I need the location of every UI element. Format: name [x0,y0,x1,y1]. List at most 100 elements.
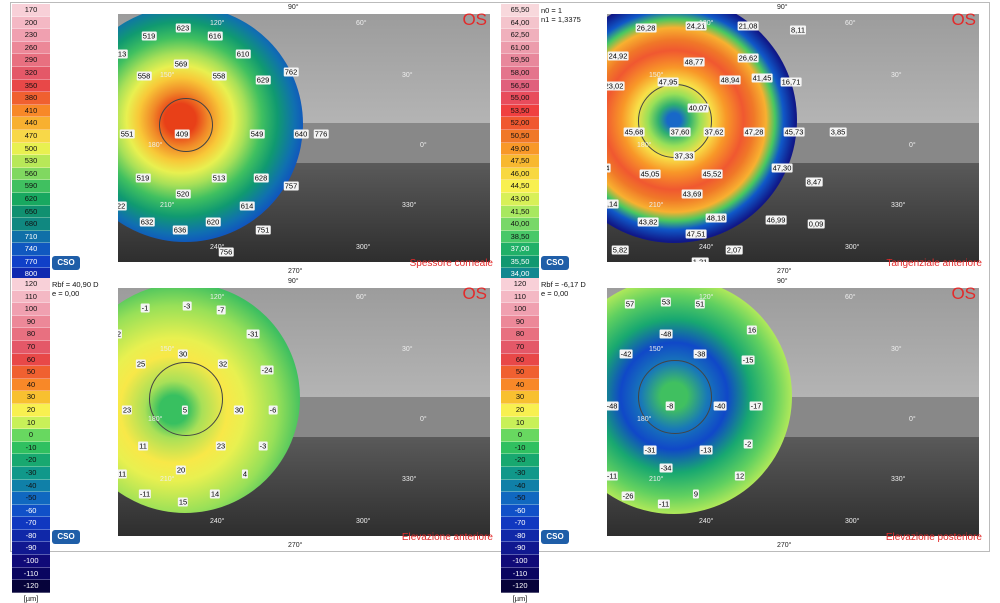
fit-parameter: e = 0,00 [541,289,586,298]
angle-label-top: 90° [777,278,788,285]
angle-label-a330: 330° [402,202,416,209]
scale-step: -20 [501,454,539,467]
pupil-outline [149,362,223,436]
angle-label-a0: 0° [420,416,427,423]
scale-step: 200 [12,17,50,30]
map-value: 20 [176,466,186,475]
map-value: 40,07 [688,104,709,113]
map-value: 57 [625,300,635,309]
scale-step: 650 [12,206,50,219]
map-value: -3 [183,302,192,311]
scale-step: 740 [12,243,50,256]
scale-step: -60 [501,505,539,518]
scale-step: 50 [501,366,539,379]
map-value: 519 [142,32,157,41]
scale-step: 62,50 [501,29,539,42]
map-value: 38,14 [607,200,618,209]
scale-step: 0 [501,429,539,442]
scale-step: 560 [12,168,50,181]
scale-step: -60 [12,505,50,518]
angle-label-top: 90° [288,4,299,11]
map-value: 629 [256,76,271,85]
scale-step: 440 [12,117,50,130]
scale-step: 500 [12,143,50,156]
angle-label-a150: 150° [160,72,174,79]
map-value: 14 [210,490,220,499]
map-value: 622 [118,202,126,211]
scale-step: 38,50 [501,231,539,244]
angle-label-a240: 240° [699,244,713,251]
scale-step: -70 [501,517,539,530]
scale-step: 590 [12,180,50,193]
map-value: 46,99 [766,216,787,225]
fit-parameter: e = 0,00 [52,289,99,298]
eye-image: -1-3-72-31302532-2-24-1023530-6-91123-32… [118,288,490,536]
scale-step: -90 [12,542,50,555]
map-value: 2 [118,330,122,339]
map-value: 47,28 [744,128,765,137]
scale-step: 49,00 [501,143,539,156]
scale-step: 90 [12,316,50,329]
map-value: 32 [218,360,228,369]
map-value: 26,62 [738,54,759,63]
map-value: 43,82 [638,218,659,227]
scale-step: 260 [12,42,50,55]
angle-label-a150: 150° [649,72,663,79]
scale-step: 0 [12,429,50,442]
map-value: -2 [744,440,753,449]
map-value: 37,33 [674,152,695,161]
eye-image: 57535164-4816-42-3837-152-48-8-40-17-7-3… [607,288,979,536]
angle-label-a30: 30° [891,346,902,353]
fit-parameter: Rbf = -6,17 D [541,280,586,289]
map-value: 37,62 [704,128,725,137]
scale-step: 30 [12,391,50,404]
map-type-caption: Tangenziale anteriore [886,258,982,269]
scale-step: 20 [501,404,539,417]
angle-label-a60: 60° [356,294,367,301]
scale-step: 380 [12,92,50,105]
map-value: 23 [122,406,132,415]
map-value: 8,47 [806,178,823,187]
scale-step: 40,00 [501,218,539,231]
fit-parameter: n0 = 1 [541,6,581,15]
map-value: 41,45 [752,74,773,83]
angle-label-bottom: 270° [288,268,302,275]
angle-label-a60: 60° [356,20,367,27]
scale-step: 70 [12,341,50,354]
scale-step: 350 [12,80,50,93]
scale-step: -70 [12,517,50,530]
map-value: 5,82 [612,246,629,255]
scale-step: 44,50 [501,180,539,193]
fit-parameter: Rbf = 40,90 D [52,280,99,289]
angle-label-a120: 120° [210,294,224,301]
map-value: 551 [120,130,135,139]
angle-label-a210: 210° [160,202,174,209]
map-value: 23,02 [607,82,624,91]
map-value: 762 [284,68,299,77]
map-value: 3,85 [830,128,847,137]
scale-step: 230 [12,29,50,42]
map-type-caption: Elevazione anteriore [402,532,493,543]
scale-step: 37,00 [501,243,539,256]
map-value: 620 [206,218,221,227]
angle-label-a0: 0° [909,416,916,423]
map-value: 9 [693,490,699,499]
map-value: -26 [622,492,635,501]
angle-label-a0: 0° [420,142,427,149]
angle-label-a300: 300° [356,244,370,251]
map-value: 16,71 [781,78,802,87]
cso-logo-icon: CSO [52,256,80,270]
map-value: 610 [236,50,251,59]
angle-label-a60: 60° [845,294,856,301]
scale-step: 80 [501,328,539,341]
scale-step: 30 [501,391,539,404]
angle-label-a180: 180° [637,142,651,149]
scale-step: 120 [12,278,50,291]
scale-unit: [µm] [501,594,539,603]
angle-label-a30: 30° [402,346,413,353]
cso-logo-icon: CSO [52,530,80,544]
scale-step: -100 [501,555,539,568]
scale-step: 60 [12,354,50,367]
